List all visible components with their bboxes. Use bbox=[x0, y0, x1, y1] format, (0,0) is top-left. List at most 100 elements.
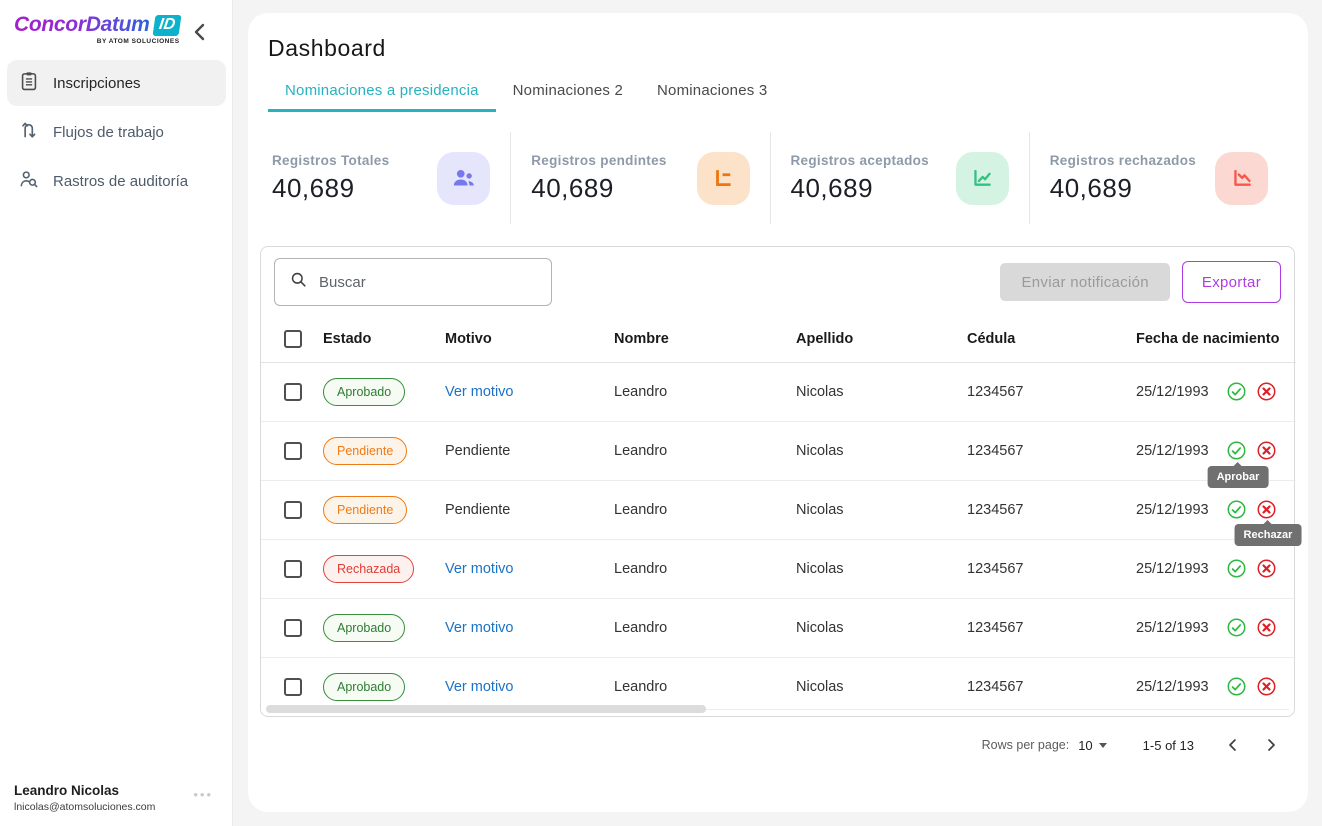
tab-nominaciones-2[interactable]: Nominaciones 2 bbox=[512, 82, 623, 99]
stat-label: Registros pendintes bbox=[531, 152, 667, 168]
fecha-nacimiento-cell: 25/12/1993 bbox=[1136, 362, 1226, 422]
records-table: Estado Motivo Nombre Apellido Cédula Fec… bbox=[261, 317, 1296, 716]
motivo-cell: Ver motivo bbox=[445, 539, 614, 599]
page-title: Dashboard bbox=[268, 35, 386, 61]
next-page-button[interactable] bbox=[1260, 734, 1282, 756]
send-notification-button[interactable]: Enviar notificación bbox=[1000, 263, 1170, 301]
ver-motivo-link[interactable]: Ver motivo bbox=[445, 383, 514, 400]
search-icon bbox=[289, 270, 308, 294]
stat-registros-aceptados: Registros aceptados 40,689 bbox=[769, 132, 1029, 224]
status-badge: Aprobado bbox=[323, 672, 406, 701]
main-card: Dashboard Nominaciones a presidencia Nom… bbox=[248, 13, 1308, 812]
pagination: Rows per page: 10 1-5 of 13 bbox=[248, 731, 1282, 759]
stat-registros-pendientes: Registros pendintes 40,689 bbox=[510, 132, 769, 224]
row-checkbox[interactable] bbox=[284, 559, 302, 578]
apellido-cell: Nicolas bbox=[796, 362, 967, 422]
axis-bar-icon bbox=[696, 151, 750, 205]
sidebar-nav: Inscripciones Flujos de trabajo bbox=[0, 60, 233, 207]
approve-icon[interactable] bbox=[1226, 499, 1247, 520]
approve-tooltip: Aprobar bbox=[1207, 462, 1269, 488]
ver-motivo-link[interactable]: Ver motivo bbox=[445, 619, 514, 636]
table-row: Aprobado Ver motivo Leandro Nicolas 1234… bbox=[261, 362, 1296, 422]
sidebar-item-rastros-de-auditoria[interactable]: Rastros de auditoría bbox=[7, 158, 226, 204]
horizontal-scrollbar-thumb[interactable] bbox=[266, 705, 706, 713]
row-checkbox[interactable] bbox=[284, 441, 302, 460]
cedula-cell: 1234567 bbox=[967, 480, 1136, 540]
stat-value: 40,689 bbox=[790, 172, 874, 203]
approve-icon[interactable] bbox=[1226, 676, 1247, 697]
approve-icon[interactable] bbox=[1226, 381, 1247, 402]
fecha-nacimiento-cell: 25/12/1993 bbox=[1136, 598, 1226, 658]
reject-icon[interactable] bbox=[1256, 558, 1277, 579]
tab-nominaciones-a-presidencia[interactable]: Nominaciones a presidencia bbox=[268, 76, 496, 112]
search-box[interactable] bbox=[274, 258, 552, 306]
search-input[interactable] bbox=[319, 273, 537, 291]
row-checkbox[interactable] bbox=[284, 677, 302, 696]
motivo-text: Pendiente bbox=[445, 442, 511, 459]
approve-icon[interactable] bbox=[1226, 558, 1247, 579]
stat-value: 40,689 bbox=[531, 172, 614, 203]
status-badge: Rechazada bbox=[323, 554, 415, 583]
select-all-checkbox[interactable] bbox=[284, 330, 302, 349]
user-search-icon bbox=[18, 168, 40, 194]
motivo-text: Pendiente bbox=[445, 501, 511, 518]
row-checkbox[interactable] bbox=[284, 618, 302, 637]
sidebar-item-flujos-de-trabajo[interactable]: Flujos de trabajo bbox=[7, 109, 226, 155]
table-row: Aprobado Ver motivo Leandro Nicolas 1234… bbox=[261, 598, 1296, 658]
table-row: Rechazada Ver motivo Leandro Nicolas 123… bbox=[261, 539, 1296, 599]
rows-per-page-select[interactable]: 10 bbox=[1078, 737, 1107, 753]
sidebar: ConcorDatum ID BY ATOM SOLUCIONES Inscri… bbox=[0, 0, 233, 826]
tab-nominaciones-3[interactable]: Nominaciones 3 bbox=[657, 82, 768, 99]
brand-badge: ID bbox=[152, 14, 182, 36]
table-header-row: Estado Motivo Nombre Apellido Cédula Fec… bbox=[261, 317, 1296, 363]
rows-per-page-label: Rows per page: bbox=[981, 738, 1070, 752]
column-header-apellido: Apellido bbox=[796, 317, 967, 363]
nombre-cell: Leandro bbox=[614, 421, 796, 481]
stat-value: 40,689 bbox=[272, 172, 355, 203]
status-badge: Pendiente bbox=[323, 436, 408, 465]
tab-bar: Nominaciones a presidencia Nominaciones … bbox=[268, 76, 1288, 112]
records-table-card: Enviar notificación Exportar Estado Moti… bbox=[260, 246, 1302, 717]
reject-tooltip: Rechazar bbox=[1234, 520, 1302, 546]
user-email: lnicolas@atomsoluciones.com bbox=[14, 801, 156, 813]
brand-name: ConcorDatum bbox=[14, 13, 150, 36]
motivo-cell: Pendiente bbox=[445, 480, 614, 540]
status-badge: Aprobado bbox=[323, 613, 406, 642]
sidebar-item-inscripciones[interactable]: Inscripciones bbox=[7, 60, 226, 106]
stat-label: Registros rechazados bbox=[1049, 152, 1197, 168]
approve-icon[interactable] bbox=[1226, 617, 1247, 638]
sidebar-user: Leandro Nicolas lnicolas@atomsoluciones.… bbox=[14, 783, 219, 813]
cedula-cell: 1234567 bbox=[967, 678, 1024, 695]
column-header-nombre: Nombre bbox=[614, 317, 796, 363]
column-header-motivo: Motivo bbox=[445, 317, 614, 363]
rows-per-page-value: 10 bbox=[1078, 737, 1093, 753]
table-toolbar: Enviar notificación Exportar bbox=[261, 247, 1294, 317]
ver-motivo-link[interactable]: Ver motivo bbox=[445, 560, 514, 577]
pagination-range: 1-5 of 13 bbox=[1142, 737, 1194, 753]
cedula-cell: 1234567 bbox=[967, 598, 1136, 658]
nombre-cell: Leandro bbox=[614, 598, 796, 658]
cedula-cell: 1234567 bbox=[967, 539, 1136, 599]
export-button[interactable]: Exportar bbox=[1181, 261, 1281, 303]
sidebar-item-label: Flujos de trabajo bbox=[53, 123, 164, 141]
motivo-cell: Pendiente bbox=[445, 421, 614, 481]
previous-page-button[interactable] bbox=[1222, 734, 1244, 756]
row-checkbox[interactable] bbox=[284, 382, 302, 401]
stat-value: 40,689 bbox=[1049, 172, 1133, 203]
line-chart-up-icon bbox=[955, 151, 1009, 205]
sidebar-collapse-icon[interactable] bbox=[190, 20, 212, 44]
brand-tagline: BY ATOM SOLUCIONES bbox=[96, 38, 180, 45]
reject-icon[interactable] bbox=[1256, 676, 1277, 697]
reject-icon[interactable] bbox=[1256, 381, 1277, 402]
horizontal-scrollbar-track[interactable] bbox=[266, 709, 1289, 710]
column-header-cedula: Cédula bbox=[967, 317, 1136, 363]
line-chart-down-icon bbox=[1215, 151, 1268, 205]
ver-motivo-link[interactable]: Ver motivo bbox=[445, 678, 514, 695]
row-checkbox[interactable] bbox=[284, 500, 302, 519]
user-menu-dots-icon[interactable]: ••• bbox=[193, 787, 213, 802]
table-row: Aprobado Ver motivo Leandro Nicolas 1234… bbox=[261, 657, 1296, 716]
column-header-fecha-de-nacimiento: Fecha de nacimiento bbox=[1136, 317, 1279, 363]
reject-icon[interactable] bbox=[1256, 617, 1277, 638]
reject-icon[interactable] bbox=[1256, 440, 1277, 461]
stat-label: Registros aceptados bbox=[790, 152, 929, 168]
